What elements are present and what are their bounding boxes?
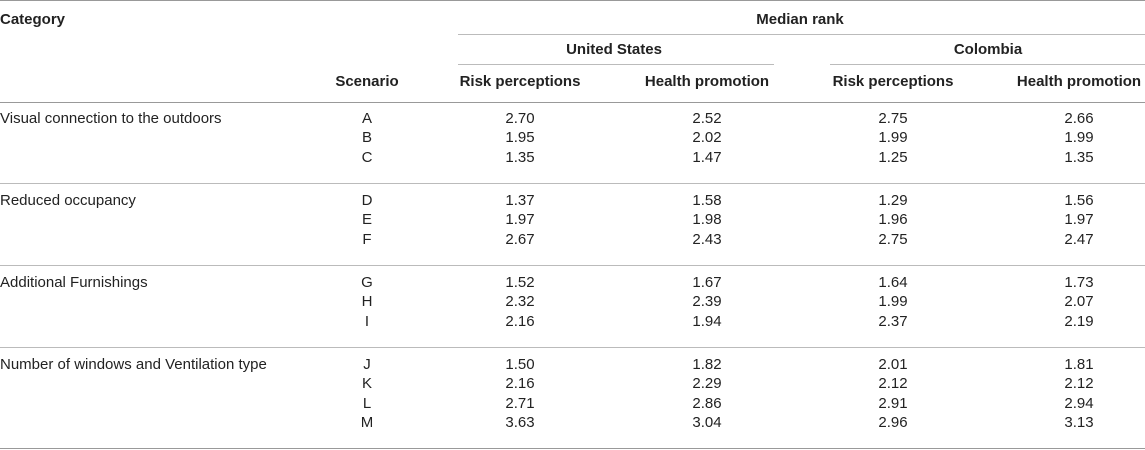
- cell-scenario: C: [361, 148, 373, 166]
- cell-co-health: 2.12: [1064, 375, 1094, 393]
- cell-co-health: 1.73: [1064, 274, 1094, 291]
- cell-us-health: 2.52: [692, 110, 722, 127]
- category-label: Reduced occupancy: [0, 192, 136, 209]
- cell-scenario: B: [361, 129, 373, 147]
- category-label: Additional Furnishings: [0, 274, 148, 291]
- cell-us-health: 1.47: [692, 148, 722, 166]
- cell-scenario: H: [361, 293, 373, 311]
- cell-co-risk: 1.29: [878, 192, 908, 209]
- cell-us-risk: 2.71: [505, 394, 535, 412]
- header-co-health: Health promotion: [1016, 73, 1142, 90]
- header-country-colombia: Colombia: [953, 41, 1023, 58]
- cell-scenario: D: [361, 192, 373, 209]
- cell-scenario: G: [361, 274, 373, 291]
- cell-co-health: 2.19: [1064, 312, 1094, 330]
- table-top-rule: [0, 0, 1145, 1]
- cell-us-health: 3.04: [692, 414, 722, 432]
- cell-co-health: 2.07: [1064, 293, 1094, 311]
- cell-co-health: 2.47: [1064, 230, 1094, 248]
- cell-co-health: 1.99: [1064, 129, 1094, 147]
- cell-co-risk: 2.75: [878, 230, 908, 248]
- group-separator: [0, 183, 1145, 184]
- cell-scenario: A: [361, 110, 373, 127]
- cell-co-health: 3.13: [1064, 414, 1094, 432]
- median-rank-rule: [458, 34, 1145, 35]
- cell-co-health: 1.56: [1064, 192, 1094, 209]
- cell-co-health: 2.94: [1064, 394, 1094, 412]
- cell-co-health: 1.81: [1064, 356, 1094, 373]
- group-separator: [0, 347, 1145, 348]
- header-bottom-rule: [0, 102, 1145, 103]
- cell-us-health: 1.58: [692, 192, 722, 209]
- cell-us-health: 2.39: [692, 293, 722, 311]
- cell-scenario: L: [362, 394, 372, 412]
- table-bottom-rule: [0, 448, 1145, 449]
- cell-us-risk: 2.32: [505, 293, 535, 311]
- cell-co-risk: 1.99: [878, 129, 908, 147]
- cell-us-health: 2.43: [692, 230, 722, 248]
- cell-us-health: 1.98: [692, 211, 722, 229]
- colombia-rule: [830, 64, 1145, 65]
- cell-us-risk: 2.16: [505, 375, 535, 393]
- cell-us-health: 1.67: [692, 274, 722, 291]
- cell-scenario: K: [361, 375, 373, 393]
- header-co-risk: Risk perceptions: [832, 73, 954, 90]
- cell-us-risk: 1.37: [505, 192, 535, 209]
- cell-co-risk: 1.25: [878, 148, 908, 166]
- cell-us-health: 1.82: [692, 356, 722, 373]
- us-rule: [458, 64, 774, 65]
- cell-co-risk: 1.99: [878, 293, 908, 311]
- cell-co-health: 1.35: [1064, 148, 1094, 166]
- category-label: Number of windows and Ventilation type: [0, 356, 267, 373]
- group-separator: [0, 265, 1145, 266]
- cell-co-risk: 2.75: [878, 110, 908, 127]
- header-country-us: United States: [566, 41, 662, 58]
- cell-co-risk: 2.12: [878, 375, 908, 393]
- cell-co-risk: 2.01: [878, 356, 908, 373]
- cell-scenario: F: [362, 230, 372, 248]
- cell-us-risk: 1.95: [505, 129, 535, 147]
- cell-us-risk: 2.70: [505, 110, 535, 127]
- cell-co-health: 2.66: [1064, 110, 1094, 127]
- header-us-health: Health promotion: [644, 73, 770, 90]
- category-label: Visual connection to the outdoors: [0, 110, 222, 127]
- cell-co-risk: 2.37: [878, 312, 908, 330]
- cell-us-risk: 2.67: [505, 230, 535, 248]
- cell-co-risk: 2.96: [878, 414, 908, 432]
- header-scenario: Scenario: [335, 73, 399, 90]
- cell-us-health: 2.86: [692, 394, 722, 412]
- cell-co-risk: 1.64: [878, 274, 908, 291]
- cell-us-risk: 1.35: [505, 148, 535, 166]
- cell-us-health: 1.94: [692, 312, 722, 330]
- cell-co-risk: 2.91: [878, 394, 908, 412]
- cell-scenario: I: [364, 312, 370, 330]
- cell-co-health: 1.97: [1064, 211, 1094, 229]
- header-us-risk: Risk perceptions: [459, 73, 581, 90]
- cell-us-health: 2.29: [692, 375, 722, 393]
- cell-us-health: 2.02: [692, 129, 722, 147]
- cell-us-risk: 1.50: [505, 356, 535, 373]
- cell-us-risk: 2.16: [505, 312, 535, 330]
- cell-scenario: M: [360, 414, 374, 432]
- cell-us-risk: 1.97: [505, 211, 535, 229]
- header-category: Category: [0, 11, 66, 28]
- cell-scenario: J: [363, 356, 371, 373]
- cell-us-risk: 3.63: [505, 414, 535, 432]
- cell-co-risk: 1.96: [878, 211, 908, 229]
- header-median-rank: Median rank: [756, 11, 844, 28]
- cell-us-risk: 1.52: [505, 274, 535, 291]
- cell-scenario: E: [361, 211, 373, 229]
